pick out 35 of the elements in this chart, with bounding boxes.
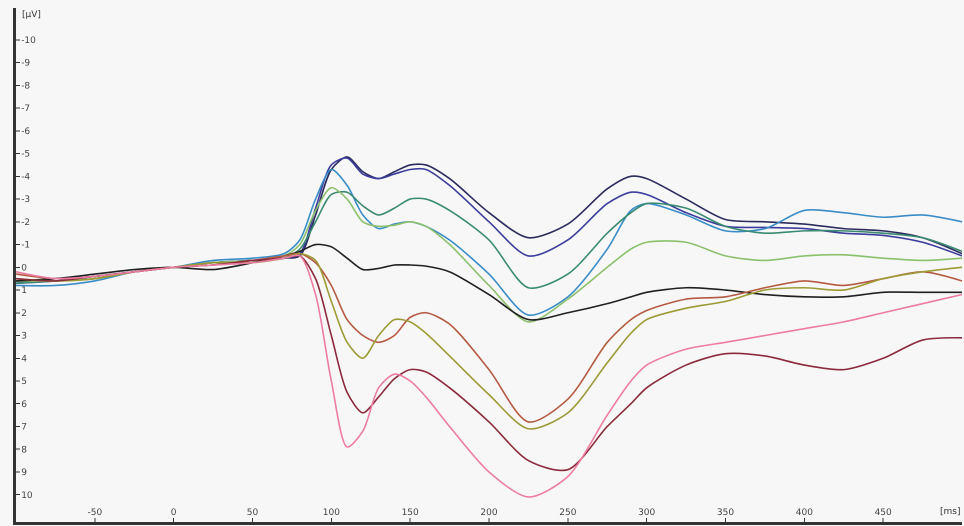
y-tick-label: 2 — [21, 308, 27, 319]
x-tick-label: 150 — [402, 508, 420, 518]
x-tick-label: 50 — [246, 508, 258, 518]
y-tick-label: -10 — [21, 36, 36, 46]
x-tick-label: 350 — [716, 508, 734, 518]
y-tick-label: -8 — [21, 81, 30, 92]
x-tick-label: -50 — [87, 508, 102, 518]
x-tick-label: 450 — [874, 508, 892, 518]
y-tick-label: -4 — [21, 172, 30, 182]
y-tick-label: 0 — [21, 263, 28, 274]
y-tick-label: -6 — [21, 126, 30, 137]
y-tick-label: -9 — [21, 58, 30, 69]
y-tick-label: 5 — [21, 377, 27, 388]
y-tick-label: -2 — [21, 218, 30, 228]
y-tick-label: 10 — [21, 490, 33, 501]
y-tick-label: 9 — [21, 468, 28, 478]
x-tick-label: 200 — [480, 508, 498, 518]
y-tick-label: 6 — [21, 400, 28, 410]
x-tick-label: 0 — [170, 508, 177, 518]
y-tick-label: 1 — [21, 286, 27, 296]
y-tick-label: 8 — [21, 445, 28, 456]
x-tick-label: 250 — [559, 508, 577, 518]
y-tick-label: 4 — [21, 354, 28, 364]
x-tick-label: 100 — [322, 508, 340, 518]
y-tick-label: -7 — [21, 104, 30, 114]
y-tick-label: -3 — [21, 195, 30, 206]
y-tick-label: 7 — [21, 422, 27, 433]
x-tick-label: 300 — [638, 508, 656, 518]
y-tick-label: -1 — [21, 240, 30, 251]
y-tick-label: -5 — [21, 150, 30, 160]
y-axis-title: [µV] — [22, 10, 41, 20]
line-series — [16, 168, 962, 316]
x-tick-label: 400 — [796, 508, 814, 518]
y-tick-label: 3 — [21, 332, 27, 342]
x-axis-title: [ms] — [940, 507, 960, 517]
